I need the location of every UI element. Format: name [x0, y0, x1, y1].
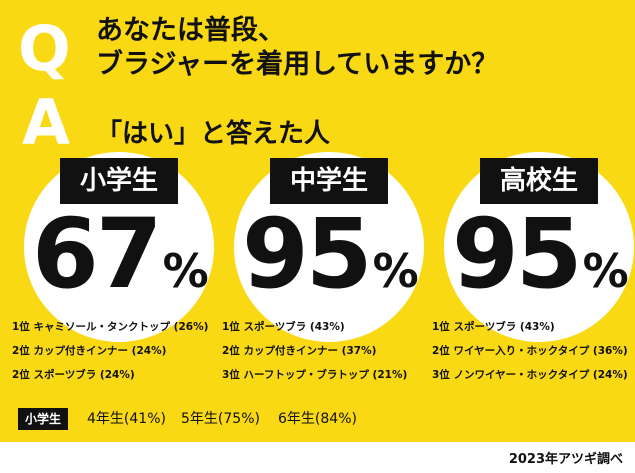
ranking-item: 3位 ハーフトップ・ブラトップ (21%) [222, 369, 408, 381]
ranking-item: 3位 ノンワイヤー・ホックタイプ (24%) [432, 369, 628, 381]
source-note: 2023年アツギ調べ [508, 452, 623, 467]
a-mark: A [22, 86, 70, 159]
ranking-item: 1位 キャミソール・タンクトップ (26%) [12, 321, 209, 333]
breakdown-grade: 6年生 [278, 411, 315, 427]
ranking-item: 1位 スポーツブラ (43%) [432, 321, 555, 333]
percentage-number: 95 [452, 198, 583, 310]
breakdown-value: 84 [320, 411, 339, 427]
breakdown-item: 4年生(41%) [87, 411, 166, 427]
percentage-value: 67% [32, 206, 209, 302]
question-line-1: あなたは普段、 [96, 15, 285, 46]
ranking-rank: 3位 [432, 369, 450, 381]
elementary-breakdown-label: 小学生 [18, 408, 69, 430]
footer-bar [0, 442, 635, 473]
ranking-unit: % [119, 369, 130, 381]
ranking-name: ノンワイヤー・ホックタイプ [453, 369, 590, 381]
ranking-unit: % [612, 369, 623, 381]
percentage-value: 95% [452, 206, 629, 302]
ranking-name: ワイヤー入り・ホックタイプ [453, 345, 590, 357]
ranking-item: 2位 カップ付きインナー (24%) [12, 345, 167, 357]
ranking-rank: 1位 [12, 321, 30, 333]
ranking-item: 2位 ワイヤー入り・ホックタイプ (36%) [432, 345, 628, 357]
breakdown-unit: % [338, 411, 352, 427]
ranking-item: 2位 カップ付きインナー (37%) [222, 345, 377, 357]
ranking-unit: % [151, 345, 162, 357]
ranking-value: 43 [314, 321, 330, 333]
ranking-rank: 2位 [432, 345, 450, 357]
ranking-rank: 3位 [222, 369, 240, 381]
ranking-name: スポーツブラ [453, 321, 517, 333]
question-line-2: ブラジャーを着用していますか？ [96, 49, 499, 80]
ranking-name: キャミソール・タンクトップ [33, 321, 170, 333]
breakdown-grade: 5年生 [181, 411, 218, 427]
percentage-number: 67 [32, 198, 163, 310]
percentage-sign: % [372, 244, 419, 298]
ranking-unit: % [539, 321, 550, 333]
ranking-name: カップ付きインナー [33, 345, 128, 357]
percentage-number: 95 [242, 198, 373, 310]
q-mark: Q [18, 12, 71, 85]
ranking-value: 37 [346, 345, 362, 357]
ranking-value: 24 [136, 345, 152, 357]
breakdown-value: 75 [223, 411, 242, 427]
ranking-value: 43 [524, 321, 540, 333]
breakdown-item: 5年生(75%) [181, 411, 260, 427]
ranking-unit: % [612, 345, 623, 357]
grade-label: 中学生 [270, 158, 388, 204]
percentage-value: 95% [242, 206, 419, 302]
ranking-value: 24 [597, 369, 613, 381]
breakdown-value: 41 [129, 411, 148, 427]
ranking-name: スポーツブラ [243, 321, 307, 333]
ranking-rank: 2位 [12, 345, 30, 357]
answer-text: 「はい」と答えた人 [96, 119, 331, 149]
ranking-value: 21 [377, 369, 392, 381]
question-text: あなたは普段、 ブラジャーを着用していますか？ [96, 14, 498, 82]
ranking-rank: 1位 [432, 321, 450, 333]
ranking-rank: 2位 [222, 345, 240, 357]
ranking-item: 1位 スポーツブラ (43%) [222, 321, 345, 333]
ranking-name: カップ付きインナー [243, 345, 338, 357]
ranking-item: 2位 スポーツブラ (24%) [12, 369, 135, 381]
ranking-value: 36 [597, 345, 613, 357]
ranking-unit: % [329, 321, 340, 333]
breakdown-grade: 4年生 [87, 411, 124, 427]
percentage-sign: % [162, 244, 209, 298]
ranking-unit: % [193, 321, 204, 333]
grade-label: 高校生 [480, 158, 598, 204]
grade-label: 小学生 [60, 158, 178, 204]
percentage-sign: % [582, 244, 629, 298]
ranking-unit: % [391, 369, 403, 381]
breakdown-item: 6年生(84%) [278, 411, 357, 427]
ranking-name: ハーフトップ・ブラトップ [243, 369, 369, 381]
ranking-rank: 2位 [12, 369, 30, 381]
ranking-value: 24 [104, 369, 120, 381]
ranking-value: 26 [178, 321, 194, 333]
breakdown-unit: % [147, 411, 161, 427]
ranking-name: スポーツブラ [33, 369, 97, 381]
ranking-rank: 1位 [222, 321, 240, 333]
breakdown-unit: % [241, 411, 255, 427]
ranking-unit: % [361, 345, 372, 357]
